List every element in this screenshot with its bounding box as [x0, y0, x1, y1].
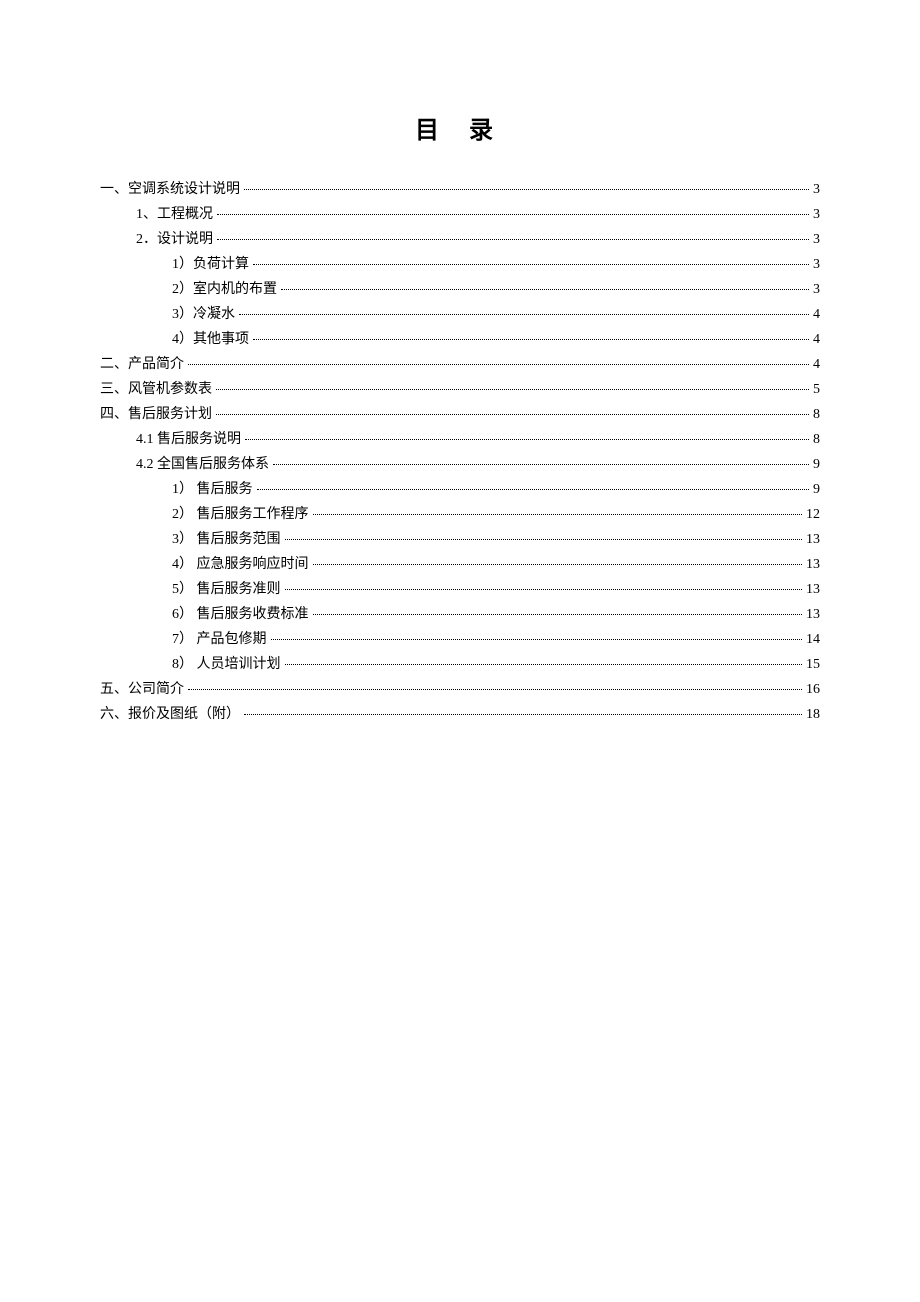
toc-entry-page: 13 [806, 577, 820, 602]
toc-entry-page: 4 [813, 327, 820, 352]
toc-entry: 4）其他事项 4 [100, 327, 820, 352]
toc-dot-leader [217, 214, 809, 215]
toc-entry-label: 2） 售后服务工作程序 [172, 502, 309, 527]
toc-entry-page: 18 [806, 702, 820, 727]
toc-dot-leader [244, 714, 802, 715]
toc-entry: 7） 产品包修期 14 [100, 627, 820, 652]
toc-dot-leader [313, 514, 803, 515]
toc-entry-page: 3 [813, 202, 820, 227]
toc-entry: 4.2 全国售后服务体系 9 [100, 452, 820, 477]
toc-dot-leader [313, 564, 803, 565]
toc-dot-leader [217, 239, 809, 240]
toc-entry: 1）负荷计算 3 [100, 252, 820, 277]
toc-entry-label: 1）负荷计算 [172, 252, 249, 277]
toc-entry-page: 13 [806, 552, 820, 577]
toc-dot-leader [273, 464, 809, 465]
toc-entry-label: 4.1 售后服务说明 [136, 427, 241, 452]
toc-dot-leader [216, 389, 809, 390]
toc-dot-leader [313, 614, 803, 615]
toc-dot-leader [285, 589, 803, 590]
toc-entry: 1、工程概况 3 [100, 202, 820, 227]
toc-entry-label: 4.2 全国售后服务体系 [136, 452, 269, 477]
toc-dot-leader [188, 364, 809, 365]
toc-entry-label: 3）冷凝水 [172, 302, 235, 327]
toc-entry-label: 三、风管机参数表 [100, 377, 212, 402]
toc-entry-page: 9 [813, 477, 820, 502]
toc-entry: 四、售后服务计划 8 [100, 402, 820, 427]
toc-entry: 五、公司简介 16 [100, 677, 820, 702]
toc-dot-leader [253, 339, 809, 340]
toc-entry-page: 15 [806, 652, 820, 677]
toc-entry-page: 5 [813, 377, 820, 402]
toc-entry-page: 14 [806, 627, 820, 652]
toc-dot-leader [188, 689, 802, 690]
toc-dot-leader [281, 289, 809, 290]
toc-entry-label: 四、售后服务计划 [100, 402, 212, 427]
toc-entry: 三、风管机参数表 5 [100, 377, 820, 402]
toc-entry: 一、空调系统设计说明 3 [100, 177, 820, 202]
toc-entry-label: 五、公司简介 [100, 677, 184, 702]
toc-entry-label: 2）室内机的布置 [172, 277, 277, 302]
toc-title: 目 录 [100, 110, 820, 145]
toc-dot-leader [216, 414, 809, 415]
toc-entry-page: 13 [806, 602, 820, 627]
toc-entry-label: 1、工程概况 [136, 202, 213, 227]
toc-entry-label: 4） 应急服务响应时间 [172, 552, 309, 577]
toc-entry-label: 1） 售后服务 [172, 477, 253, 502]
toc-dot-leader [239, 314, 809, 315]
toc-entry-page: 9 [813, 452, 820, 477]
toc-entry-label: 3） 售后服务范围 [172, 527, 281, 552]
toc-entry-label: 一、空调系统设计说明 [100, 177, 240, 202]
toc-entry-page: 13 [806, 527, 820, 552]
toc-dot-leader [253, 264, 809, 265]
toc-entry-page: 8 [813, 402, 820, 427]
toc-dot-leader [271, 639, 803, 640]
toc-entry: 8） 人员培训计划 15 [100, 652, 820, 677]
toc-dot-leader [244, 189, 809, 190]
toc-entry-page: 3 [813, 177, 820, 202]
toc-entry-label: 6） 售后服务收费标准 [172, 602, 309, 627]
toc-dot-leader [257, 489, 810, 490]
toc-entry-page: 4 [813, 302, 820, 327]
toc-entry: 4.1 售后服务说明 8 [100, 427, 820, 452]
toc-entry: 2） 售后服务工作程序 12 [100, 502, 820, 527]
toc-entry-page: 3 [813, 252, 820, 277]
toc-dot-leader [245, 439, 809, 440]
toc-entry-page: 3 [813, 277, 820, 302]
toc-entry-page: 4 [813, 352, 820, 377]
toc-entry-page: 8 [813, 427, 820, 452]
toc-entry-label: 二、产品简介 [100, 352, 184, 377]
toc-entry-page: 16 [806, 677, 820, 702]
toc-entry: 二、产品简介 4 [100, 352, 820, 377]
toc-entry: 3） 售后服务范围 13 [100, 527, 820, 552]
toc-entry: 4） 应急服务响应时间 13 [100, 552, 820, 577]
toc-container: 一、空调系统设计说明31、工程概况32．设计说明31）负荷计算32）室内机的布置… [100, 177, 820, 727]
toc-entry-label: 六、报价及图纸（附） [100, 702, 240, 727]
toc-entry: 6） 售后服务收费标准 13 [100, 602, 820, 627]
toc-entry: 1） 售后服务 9 [100, 477, 820, 502]
toc-entry: 六、报价及图纸（附） 18 [100, 702, 820, 727]
toc-entry-label: 5） 售后服务准则 [172, 577, 281, 602]
toc-entry: 2．设计说明 3 [100, 227, 820, 252]
toc-entry: 5） 售后服务准则 13 [100, 577, 820, 602]
toc-entry-page: 12 [806, 502, 820, 527]
toc-entry-page: 3 [813, 227, 820, 252]
toc-dot-leader [285, 539, 803, 540]
toc-dot-leader [285, 664, 803, 665]
toc-entry: 3）冷凝水 4 [100, 302, 820, 327]
toc-entry-label: 8） 人员培训计划 [172, 652, 281, 677]
toc-entry-label: 4）其他事项 [172, 327, 249, 352]
toc-entry-label: 7） 产品包修期 [172, 627, 267, 652]
toc-entry: 2）室内机的布置 3 [100, 277, 820, 302]
toc-entry-label: 2．设计说明 [136, 227, 213, 252]
